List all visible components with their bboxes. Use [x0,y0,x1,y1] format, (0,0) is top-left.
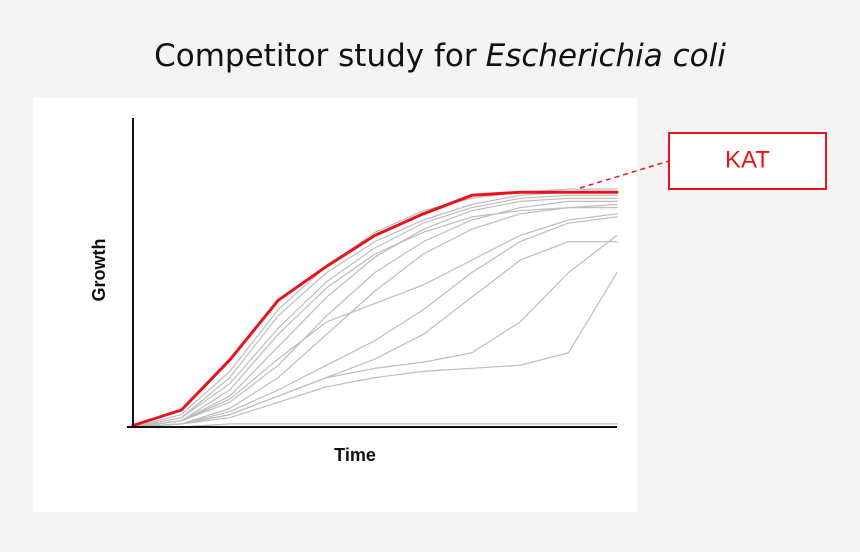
line [132,203,618,428]
title-text: Competitor study for [154,38,477,74]
line [132,197,618,428]
line [132,207,618,428]
x-axis-label: Time [334,445,376,465]
highlight-line [131,190,619,427]
annotation-label: KAT [725,146,770,173]
chart-title: Competitor study for Escherichia coli [154,38,726,74]
line [132,191,618,428]
line [132,423,618,428]
line [132,213,618,428]
annotation-box [668,132,827,190]
title-species: Escherichia coli [486,38,727,74]
y-axis-label: Growth [89,239,109,302]
line [132,194,618,428]
line [132,234,618,428]
lines [131,188,619,428]
line [132,271,618,428]
line [132,216,618,428]
annotation-leader [579,160,670,189]
line [132,200,618,428]
